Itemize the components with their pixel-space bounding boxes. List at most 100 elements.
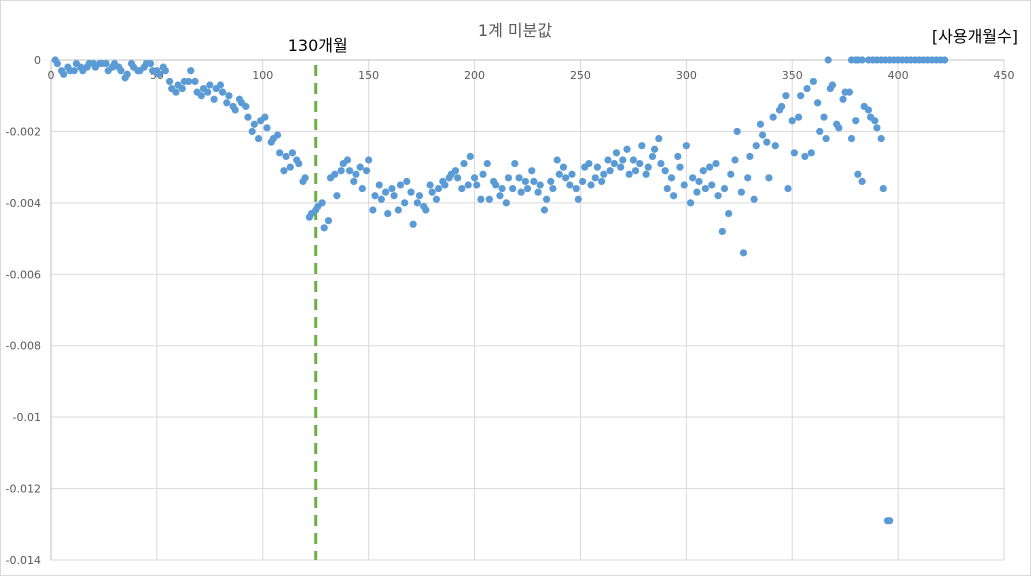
data-point (318, 199, 326, 207)
data-point (384, 209, 392, 218)
data-point (591, 174, 599, 182)
data-point (216, 81, 225, 89)
data-point (873, 124, 881, 132)
data-point (879, 184, 887, 193)
data-point (377, 195, 385, 203)
data-point (667, 174, 676, 182)
data-point (521, 177, 529, 186)
data-point (858, 177, 866, 186)
data-point (53, 59, 61, 68)
data-point (509, 184, 517, 193)
data-point (464, 181, 472, 189)
data-point (731, 156, 739, 164)
x-tick-label: 450 (994, 69, 1015, 82)
data-point (517, 188, 525, 196)
data-point (606, 167, 614, 175)
x-tick-label: 350 (782, 69, 803, 82)
data-point (604, 156, 612, 164)
data-point (187, 67, 195, 75)
data-point (758, 131, 767, 139)
data-point (820, 113, 828, 121)
data-point (828, 81, 837, 89)
data-point (670, 192, 678, 200)
data-point (572, 184, 580, 193)
data-point (362, 167, 371, 175)
data-point (451, 167, 460, 175)
data-point (288, 149, 297, 157)
y-tick-label: 0 (34, 54, 41, 67)
data-point (720, 184, 729, 193)
data-point (496, 192, 504, 200)
data-point (600, 170, 608, 178)
data-point (466, 152, 474, 161)
data-point (822, 134, 830, 143)
data-point (197, 92, 205, 100)
data-point (638, 142, 646, 150)
data-point (784, 184, 792, 193)
y-tick-label: -0.012 (6, 483, 41, 496)
y-tick-label: -0.008 (6, 340, 41, 353)
data-point (631, 167, 640, 175)
data-point (280, 167, 288, 175)
data-point (782, 92, 790, 100)
data-point (547, 177, 555, 186)
data-point (824, 56, 832, 64)
chart-title: 1계 미분값 (478, 21, 552, 40)
data-point (263, 124, 271, 132)
data-point (765, 174, 773, 182)
data-point (847, 134, 856, 143)
data-point (562, 174, 570, 182)
data-point (636, 159, 644, 168)
data-point (371, 192, 379, 200)
data-point (839, 95, 847, 103)
x-tick-label: 100 (252, 69, 273, 82)
data-point (763, 138, 771, 146)
data-point (286, 163, 294, 171)
data-point (320, 224, 328, 232)
data-point (725, 209, 733, 218)
y-tick-label: -0.002 (6, 125, 41, 138)
data-point (733, 127, 741, 136)
data-point (701, 184, 709, 193)
data-point (752, 142, 760, 150)
data-point (248, 127, 256, 136)
data-point (598, 177, 606, 186)
x-tick-label: 300 (676, 69, 697, 82)
data-point (644, 163, 652, 171)
data-point (807, 149, 815, 157)
data-point (739, 249, 748, 257)
data-point (534, 188, 542, 196)
data-point (708, 181, 716, 189)
data-point (801, 152, 809, 161)
data-point (403, 177, 411, 186)
data-point (623, 145, 631, 153)
data-point (686, 199, 695, 207)
data-point (712, 159, 720, 168)
data-point (407, 188, 415, 196)
data-point (454, 174, 462, 182)
data-point (350, 177, 358, 186)
data-point (218, 88, 227, 96)
data-point (619, 156, 627, 164)
data-point (593, 163, 601, 171)
data-point (854, 170, 862, 178)
data-point (676, 163, 684, 171)
data-point (396, 181, 405, 189)
data-point (625, 170, 633, 178)
data-point (331, 170, 339, 178)
x-tick-label: 250 (570, 69, 591, 82)
data-point (617, 163, 625, 171)
data-point (409, 220, 417, 228)
data-point (682, 142, 690, 150)
data-point (369, 206, 377, 214)
data-point (375, 181, 383, 189)
data-point (483, 159, 491, 168)
data-point (610, 159, 618, 168)
data-point (555, 170, 563, 178)
data-point (274, 131, 282, 139)
data-point (794, 113, 803, 121)
data-point (574, 195, 582, 203)
data-point (746, 152, 754, 161)
data-point (223, 99, 231, 107)
